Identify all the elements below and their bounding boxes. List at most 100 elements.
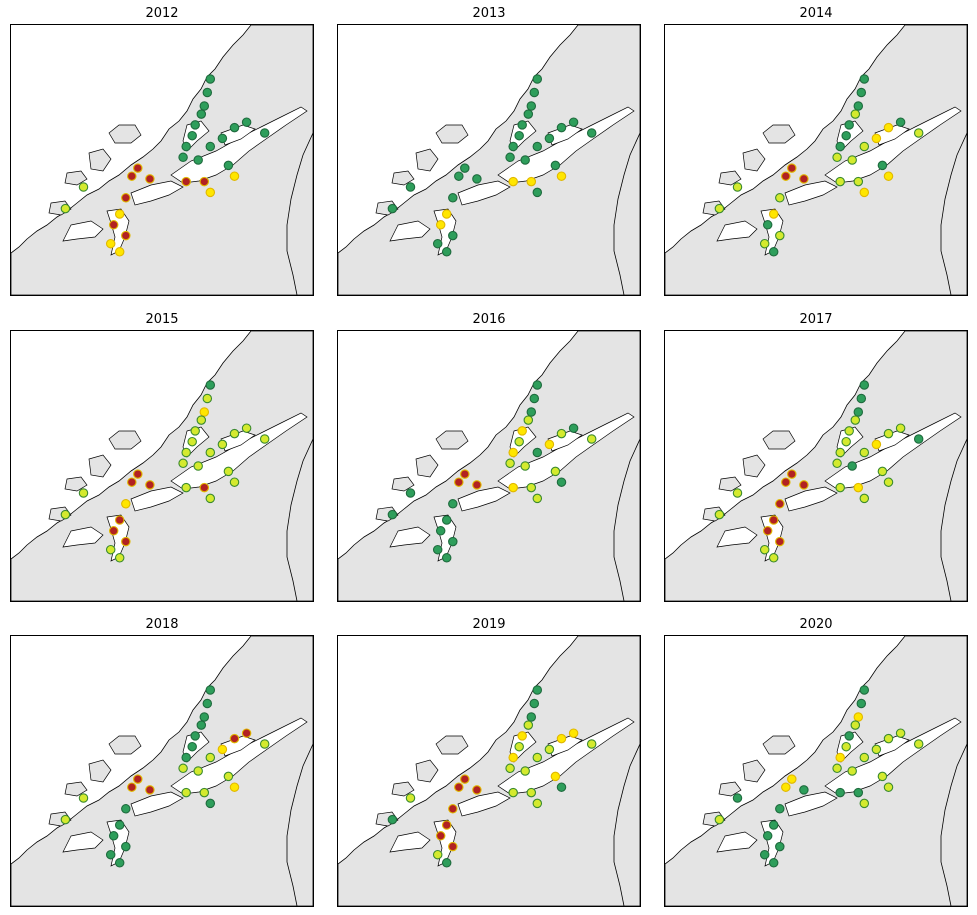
monitoring-site-marker xyxy=(835,787,845,798)
monitoring-site-marker xyxy=(181,141,191,152)
fjord xyxy=(62,526,104,548)
monitoring-site-marker xyxy=(145,785,155,795)
fjord xyxy=(547,735,583,757)
panel-title: 2019 xyxy=(472,617,506,632)
monitoring-site-marker xyxy=(387,509,398,520)
monitoring-site-marker xyxy=(732,488,743,498)
fjord xyxy=(220,124,256,146)
monitoring-site-marker xyxy=(835,176,845,187)
monitoring-site-marker xyxy=(223,160,234,171)
monitoring-site-marker xyxy=(435,831,446,841)
monitoring-site-marker xyxy=(187,130,197,141)
monitoring-site-marker xyxy=(517,120,527,130)
island xyxy=(762,430,796,450)
monitoring-site-marker xyxy=(514,130,524,141)
monitoring-site-marker xyxy=(895,728,906,738)
monitoring-site-marker xyxy=(505,763,515,774)
monitoring-site-marker xyxy=(460,469,470,479)
monitoring-site-marker xyxy=(241,423,252,433)
fjord xyxy=(389,220,431,242)
monitoring-site-marker xyxy=(202,698,213,709)
region-border xyxy=(940,743,967,906)
monitoring-site-marker xyxy=(387,814,398,825)
fjord xyxy=(457,486,511,512)
monitoring-site-marker xyxy=(114,247,125,257)
monitoring-site-marker xyxy=(847,155,857,165)
monitoring-site-marker xyxy=(532,141,543,152)
monitoring-site-marker xyxy=(526,787,537,798)
monitoring-site-marker xyxy=(847,461,857,471)
island xyxy=(435,430,469,450)
monitoring-site-marker xyxy=(835,752,845,763)
monitoring-site-marker xyxy=(856,698,867,709)
monitoring-site-marker xyxy=(847,766,857,776)
island xyxy=(88,759,112,783)
fjord xyxy=(784,180,838,206)
monitoring-site-marker xyxy=(121,536,131,547)
monitoring-site-marker xyxy=(187,741,197,752)
monitoring-site-marker xyxy=(217,133,228,144)
panel-title: 2015 xyxy=(145,312,179,327)
monitoring-site-marker xyxy=(114,515,125,525)
monitoring-site-marker xyxy=(550,771,561,782)
fjord xyxy=(130,180,184,206)
monitoring-site-marker xyxy=(229,171,240,181)
monitoring-site-marker xyxy=(432,849,443,860)
monitoring-site-marker xyxy=(508,752,518,763)
monitoring-site-marker xyxy=(568,423,579,433)
coastline-map xyxy=(665,25,967,295)
monitoring-site-marker xyxy=(193,766,203,776)
map-frame xyxy=(337,24,641,296)
monitoring-site-marker xyxy=(844,426,854,436)
fjord xyxy=(457,180,511,206)
monitoring-site-marker xyxy=(895,423,906,433)
monitoring-site-marker xyxy=(505,458,515,469)
fjord xyxy=(547,124,583,146)
monitoring-site-marker xyxy=(145,174,155,184)
panel-title: 2016 xyxy=(472,312,506,327)
monitoring-site-marker xyxy=(787,163,797,173)
map-frame xyxy=(664,330,968,602)
monitoring-site-marker xyxy=(441,515,452,525)
monitoring-site-marker xyxy=(114,820,125,830)
monitoring-site-marker xyxy=(832,152,842,163)
monitoring-site-marker xyxy=(859,447,870,458)
island xyxy=(718,170,742,186)
monitoring-site-marker xyxy=(259,739,270,749)
monitoring-site-marker xyxy=(229,122,240,133)
monitoring-site-marker xyxy=(768,209,779,219)
land-area xyxy=(11,25,313,295)
monitoring-site-marker xyxy=(514,741,524,752)
monitoring-site-marker xyxy=(859,798,870,809)
monitoring-site-marker xyxy=(196,720,207,730)
monitoring-site-marker xyxy=(844,120,854,130)
monitoring-site-marker xyxy=(133,774,143,784)
monitoring-site-marker xyxy=(850,720,861,730)
monitoring-site-marker xyxy=(859,752,870,763)
monitoring-site-marker xyxy=(205,141,216,152)
monitoring-site-marker xyxy=(853,482,864,493)
panel-title: 2020 xyxy=(799,617,833,632)
monitoring-site-marker xyxy=(853,101,864,111)
land-area xyxy=(338,636,640,906)
monitoring-site-marker xyxy=(556,733,567,744)
land-area xyxy=(665,331,967,601)
coastline-map xyxy=(338,25,640,295)
island xyxy=(88,148,112,172)
monitoring-site-marker xyxy=(859,74,870,84)
monitoring-site-marker xyxy=(568,117,579,127)
land-area xyxy=(665,25,967,295)
monitoring-site-marker xyxy=(508,787,518,798)
land-area xyxy=(338,331,640,601)
monitoring-site-marker xyxy=(523,109,534,119)
fjord xyxy=(220,430,256,452)
monitoring-site-marker xyxy=(508,176,518,187)
monitoring-site-marker xyxy=(714,203,725,214)
monitoring-site-marker xyxy=(78,182,89,192)
monitoring-site-marker xyxy=(229,733,240,744)
panel-title: 2013 xyxy=(472,6,506,21)
monitoring-site-marker xyxy=(714,814,725,825)
coastline-map xyxy=(338,331,640,601)
coastline-map xyxy=(11,331,313,601)
monitoring-site-marker xyxy=(133,163,143,173)
